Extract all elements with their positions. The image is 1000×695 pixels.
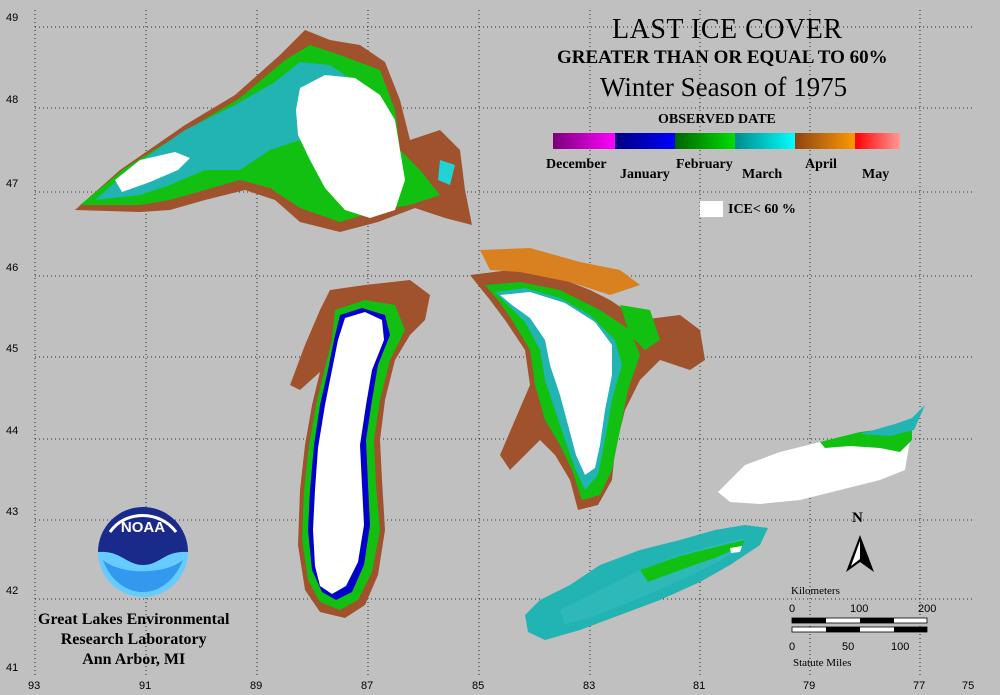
lon-label: 93 — [28, 680, 41, 692]
scale-mi-tick: 100 — [891, 641, 910, 653]
lake-huron — [470, 248, 705, 510]
legend-month-april: April — [805, 157, 837, 172]
legend-month-january: January — [620, 167, 670, 182]
map-title: LAST ICE COVER — [612, 14, 843, 45]
north-label: N — [852, 510, 863, 526]
legend-swatch-february — [675, 133, 735, 149]
lat-label: 49 — [6, 12, 19, 24]
lab-credit-line: Great Lakes Environmental — [38, 611, 230, 628]
lab-credit: Great Lakes Environmental Research Labor… — [38, 610, 229, 670]
lon-label: 91 — [139, 680, 152, 692]
lat-label: 47 — [6, 178, 19, 190]
lon-label: 77 — [913, 680, 926, 692]
lat-label: 48 — [6, 94, 19, 106]
map-subtitle: GREATER THAN OR EQUAL TO 60% — [557, 47, 888, 68]
legend-heading: OBSERVED DATE — [658, 112, 776, 127]
lon-label: 85 — [472, 680, 485, 692]
season-label: Winter Season of 1975 — [600, 72, 848, 102]
lat-label: 43 — [6, 506, 19, 518]
ice-key-swatch — [700, 201, 723, 217]
lat-label: 41 — [6, 662, 19, 674]
legend-swatch-december — [553, 133, 615, 149]
legend-month-february: February — [676, 157, 733, 172]
lat-label: 46 — [6, 262, 19, 274]
legend-colorbar — [553, 133, 900, 149]
lon-label: 81 — [693, 680, 706, 692]
legend-month-march: March — [742, 167, 783, 182]
lake-erie — [525, 525, 768, 640]
lake-ontario — [718, 405, 925, 504]
lat-label: 42 — [6, 585, 19, 597]
lat-label: 44 — [6, 425, 19, 437]
lab-credit-line: Ann Arbor, MI — [82, 651, 186, 668]
legend-swatch-january — [615, 133, 675, 149]
scale-bars — [791, 617, 928, 633]
lake-superior — [75, 30, 472, 232]
scale-km-tick: 0 — [789, 603, 796, 615]
scale-km-tick: 100 — [850, 603, 869, 615]
scale-mi-tick: 50 — [842, 641, 855, 653]
legend-swatch-april — [795, 133, 855, 149]
legend-month-may: May — [862, 167, 890, 182]
legend-swatch-march — [735, 133, 795, 149]
lab-credit-line: Research Laboratory — [60, 631, 207, 648]
lon-label: 83 — [583, 680, 596, 692]
legend-swatch-may — [855, 133, 900, 149]
lon-label: 75 — [962, 680, 975, 692]
noaa-logo-text: NOAA — [121, 519, 165, 536]
ice-key-label: ICE< 60 % — [728, 202, 796, 217]
scale-mi-label: Statute Miles — [793, 657, 852, 669]
scale-km-tick: 200 — [918, 603, 937, 615]
lon-label: 89 — [250, 680, 263, 692]
noaa-logo: NOAA — [98, 507, 188, 597]
legend-month-december: December — [546, 157, 607, 172]
lat-label: 45 — [6, 343, 19, 355]
scale-km-label: Kilometers — [791, 585, 840, 597]
lon-label: 87 — [361, 680, 374, 692]
north-arrow — [846, 535, 874, 572]
lon-label: 79 — [803, 680, 816, 692]
scale-mi-tick: 0 — [789, 641, 796, 653]
lake-michigan — [290, 280, 430, 618]
